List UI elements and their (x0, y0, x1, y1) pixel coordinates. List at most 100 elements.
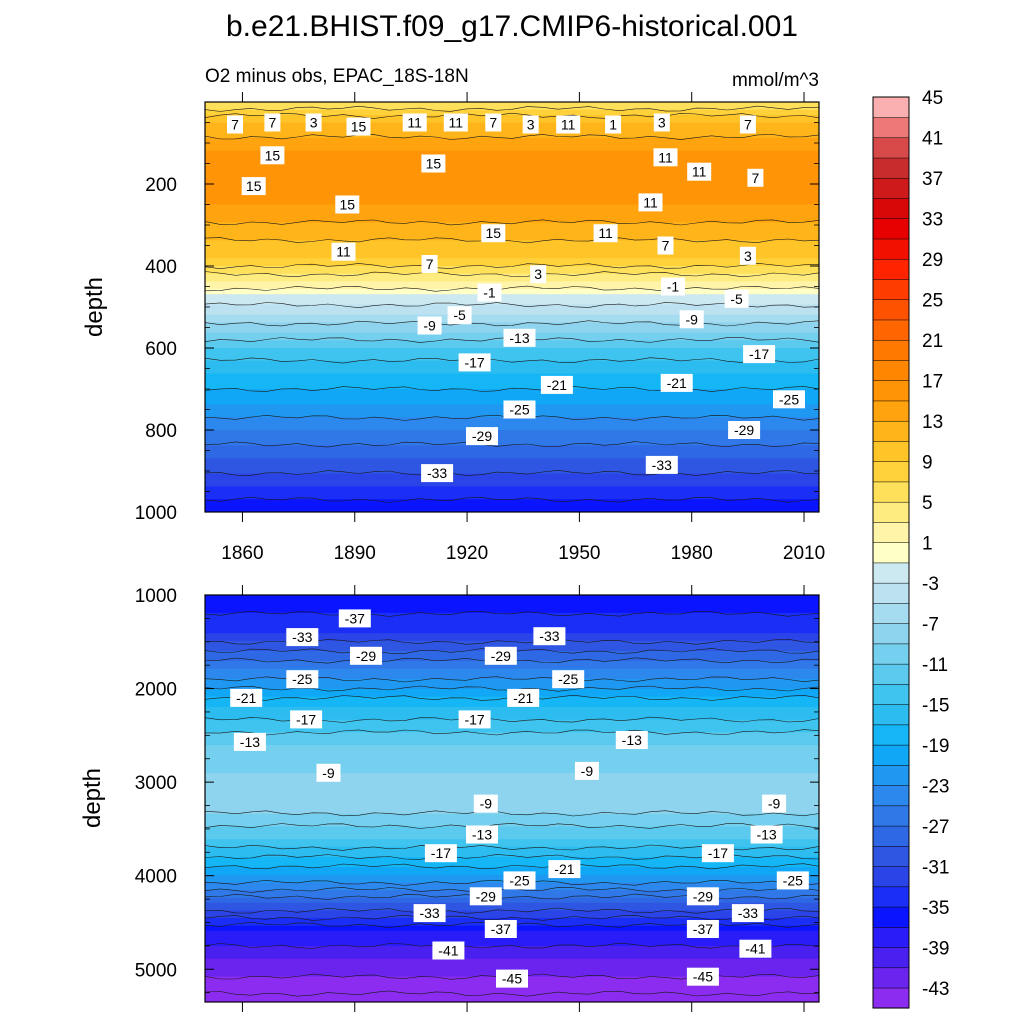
contour-line (205, 907, 819, 914)
contour-band (205, 717, 819, 721)
contour-label-text: -37 (345, 610, 365, 626)
contour-band (205, 214, 819, 218)
contour-band (205, 419, 819, 423)
contour-label-box (743, 345, 776, 364)
contour-line (205, 729, 819, 736)
contour-band (205, 104, 819, 108)
contour-band (205, 424, 819, 429)
contour-label: 7 (747, 168, 764, 187)
contour-label-text: -33 (419, 905, 439, 921)
contour-label-text: -33 (652, 457, 672, 473)
contour-line (205, 810, 819, 817)
contour-label-box (776, 871, 809, 890)
colorbar-swatch (872, 400, 910, 422)
contour-band (205, 722, 819, 726)
contour-label: -37 (686, 920, 719, 938)
contour-band (205, 155, 819, 159)
contour-band (205, 227, 819, 231)
colorbar-swatch (872, 906, 910, 928)
contour-band (205, 996, 819, 1001)
contour-band (205, 762, 819, 767)
contour-label-box (443, 113, 468, 132)
contour-label-box (421, 255, 438, 273)
contour-label: -1 (661, 277, 685, 296)
contour-label: 11 (653, 148, 678, 167)
contour-label-box (290, 710, 323, 729)
colorbar-swatch (872, 947, 910, 969)
contour-label: -25 (503, 871, 536, 890)
contour-label-box (686, 920, 719, 938)
colorbar-tick-label: 25 (922, 290, 943, 311)
contour-label-text: -13 (509, 330, 529, 346)
contour-band (205, 168, 819, 172)
contour-band (205, 442, 819, 446)
contour-label-text: 11 (692, 164, 707, 180)
colorbar: 45 41 37 33 29 25 21 17 13 9 5 1 -3 -7 -11 -15 -19 -23 -27… (872, 88, 949, 1009)
contour-band (205, 834, 819, 838)
colorbar-swatch (872, 440, 910, 462)
contour-label: -29 (466, 427, 498, 446)
contour-band (205, 956, 819, 960)
contour-band (205, 422, 819, 426)
colorbar-swatch (872, 785, 910, 807)
contour-band (205, 612, 819, 616)
contour-band (205, 808, 819, 812)
contour-band (205, 240, 819, 244)
contour-label-box (739, 246, 756, 265)
contour-band (205, 160, 819, 165)
contour-label: 7 (227, 115, 243, 134)
contour-band (205, 148, 819, 152)
contour-band (205, 478, 819, 482)
contour-label: -17 (458, 710, 491, 729)
contour-band (205, 191, 819, 195)
contour-band (205, 961, 819, 965)
contour-band (205, 918, 819, 922)
contour-label: -21 (660, 373, 693, 392)
contour-band (205, 291, 819, 295)
contour-label-box (731, 904, 764, 923)
x-tick-label: 1980 (671, 543, 713, 564)
contour-band (205, 630, 819, 634)
contour-band (205, 199, 819, 203)
contour-label-text: -45 (693, 969, 713, 985)
colorbar-swatch (872, 258, 910, 280)
colorbar-tick-label: -11 (922, 655, 948, 676)
contour-band (205, 212, 819, 216)
contour-label-box (458, 710, 491, 729)
contour-band (205, 783, 819, 787)
colorbar-swatch (872, 866, 910, 888)
contour-label: -21 (230, 688, 263, 707)
contour-band (205, 752, 819, 756)
contour-label-box (653, 148, 678, 167)
colorbar-swatch (872, 116, 910, 139)
contour-label-box (530, 265, 547, 284)
colorbar-swatch (872, 299, 910, 321)
y-tick-label: 800 (145, 421, 177, 442)
contour-label-box (421, 464, 454, 483)
contour-label-box (230, 688, 263, 707)
contour-label: -45 (496, 969, 528, 988)
contour-band (205, 286, 819, 290)
contour-label: -9 (316, 763, 341, 782)
contour-band (205, 273, 819, 277)
contour-band (205, 278, 819, 282)
colorbar-swatch (872, 339, 910, 361)
contour-label: -37 (338, 609, 371, 628)
contour-label: -29 (350, 646, 382, 665)
contour-label-box (485, 113, 502, 132)
contour-band (205, 806, 819, 810)
contour-label-text: -5 (730, 291, 743, 307)
contour-line (205, 441, 819, 448)
contour-band (205, 196, 819, 200)
contour-band (205, 345, 819, 349)
contour-band (205, 319, 819, 323)
contour-band (205, 368, 819, 372)
contour-label: 3 (522, 115, 539, 134)
contour-label: -29 (484, 646, 517, 665)
contour-band (205, 816, 819, 820)
contour-label-text: -37 (491, 921, 511, 937)
contour-label: -9 (417, 316, 442, 335)
y-tick-label: 400 (145, 257, 177, 278)
contour-band (205, 607, 819, 611)
